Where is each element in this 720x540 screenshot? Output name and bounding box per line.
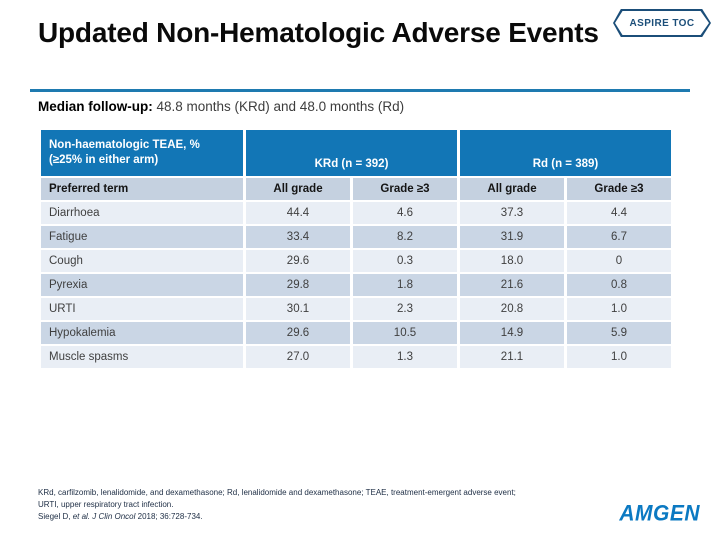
- table-group-header-row: Non-haematologic TEAE, % (≥25% in either…: [41, 130, 671, 176]
- preferred-term-cell: Cough: [41, 250, 243, 272]
- preferred-term-cell: Muscle spasms: [41, 346, 243, 368]
- value-cell: 18.0: [460, 250, 564, 272]
- footnotes: KRd, carfilzomib, lenalidomide, and dexa…: [38, 487, 598, 523]
- value-cell: 37.3: [460, 202, 564, 224]
- table-body: Diarrhoea 44.4 4.6 37.3 4.4 Fatigue 33.4 8.2 31.…: [41, 202, 671, 368]
- value-cell: 31.9: [460, 226, 564, 248]
- rd-allgrade-header: All grade: [460, 178, 564, 200]
- citation-journal: J Clin Oncol: [92, 512, 136, 521]
- teae-header-line1: Non-haematologic TEAE, %: [49, 139, 200, 151]
- page-title: Updated Non-Hematologic Adverse Events: [38, 17, 599, 48]
- table-row: URTI 30.1 2.3 20.8 1.0: [41, 298, 671, 320]
- table-row: Hypokalemia 29.6 10.5 14.9 5.9: [41, 322, 671, 344]
- value-cell: 0: [567, 250, 671, 272]
- adverse-events-table: Non-haematologic TEAE, % (≥25% in either…: [38, 128, 674, 370]
- krd-allgrade-header: All grade: [246, 178, 350, 200]
- median-followup-label: Median follow-up:: [38, 99, 153, 114]
- teae-header-cell: Non-haematologic TEAE, % (≥25% in either…: [41, 130, 243, 176]
- rd-grade3-header: Grade ≥3: [567, 178, 671, 200]
- citation-rest: 2018; 36:728-734.: [135, 512, 203, 521]
- preferred-term-cell: Fatigue: [41, 226, 243, 248]
- krd-grade3-header: Grade ≥3: [353, 178, 457, 200]
- value-cell: 44.4: [246, 202, 350, 224]
- value-cell: 4.4: [567, 202, 671, 224]
- rd-group-header: Rd (n = 389): [460, 130, 671, 176]
- citation-etal: et al.: [72, 512, 91, 521]
- table-row: Pyrexia 29.8 1.8 21.6 0.8: [41, 274, 671, 296]
- value-cell: 6.7: [567, 226, 671, 248]
- footnote-abbreviations-line2: URTI, upper respiratory tract infection.: [38, 500, 174, 509]
- value-cell: 2.3: [353, 298, 457, 320]
- median-followup-line: Median follow-up: 48.8 months (KRd) and …: [38, 99, 404, 114]
- value-cell: 21.1: [460, 346, 564, 368]
- table-row: Muscle spasms 27.0 1.3 21.1 1.0: [41, 346, 671, 368]
- value-cell: 14.9: [460, 322, 564, 344]
- table-subheader-row: Preferred term All grade Grade ≥3 All gr…: [41, 178, 671, 200]
- value-cell: 30.1: [246, 298, 350, 320]
- value-cell: 1.0: [567, 298, 671, 320]
- value-cell: 20.8: [460, 298, 564, 320]
- value-cell: 8.2: [353, 226, 457, 248]
- value-cell: 29.6: [246, 322, 350, 344]
- table-row: Fatigue 33.4 8.2 31.9 6.7: [41, 226, 671, 248]
- preferred-term-cell: Pyrexia: [41, 274, 243, 296]
- preferred-term-header: Preferred term: [41, 178, 243, 200]
- table-row: Cough 29.6 0.3 18.0 0: [41, 250, 671, 272]
- aspire-toc-button-face: ASPIRE TOC: [615, 11, 709, 35]
- value-cell: 1.3: [353, 346, 457, 368]
- preferred-term-cell: URTI: [41, 298, 243, 320]
- value-cell: 1.8: [353, 274, 457, 296]
- value-cell: 4.6: [353, 202, 457, 224]
- value-cell: 10.5: [353, 322, 457, 344]
- value-cell: 0.8: [567, 274, 671, 296]
- title-divider: [30, 89, 690, 92]
- table-row: Diarrhoea 44.4 4.6 37.3 4.4: [41, 202, 671, 224]
- value-cell: 27.0: [246, 346, 350, 368]
- aspire-toc-button[interactable]: ASPIRE TOC: [613, 9, 711, 37]
- value-cell: 21.6: [460, 274, 564, 296]
- footnote-citation: Siegel D, et al. J Clin Oncol 2018; 36:7…: [38, 511, 598, 523]
- aspire-toc-label: ASPIRE TOC: [629, 17, 695, 29]
- preferred-term-cell: Diarrhoea: [41, 202, 243, 224]
- value-cell: 29.6: [246, 250, 350, 272]
- median-followup-value: 48.8 months (KRd) and 48.0 months (Rd): [152, 99, 405, 114]
- value-cell: 33.4: [246, 226, 350, 248]
- citation-author: Siegel D,: [38, 512, 73, 521]
- value-cell: 0.3: [353, 250, 457, 272]
- value-cell: 1.0: [567, 346, 671, 368]
- value-cell: 29.8: [246, 274, 350, 296]
- teae-header-line2: (≥25% in either arm): [49, 154, 159, 166]
- krd-group-header: KRd (n = 392): [246, 130, 457, 176]
- value-cell: 5.9: [567, 322, 671, 344]
- preferred-term-cell: Hypokalemia: [41, 322, 243, 344]
- footnote-abbreviations-line1: KRd, carfilzomib, lenalidomide, and dexa…: [38, 488, 516, 497]
- amgen-logo: AMGEN: [619, 501, 700, 526]
